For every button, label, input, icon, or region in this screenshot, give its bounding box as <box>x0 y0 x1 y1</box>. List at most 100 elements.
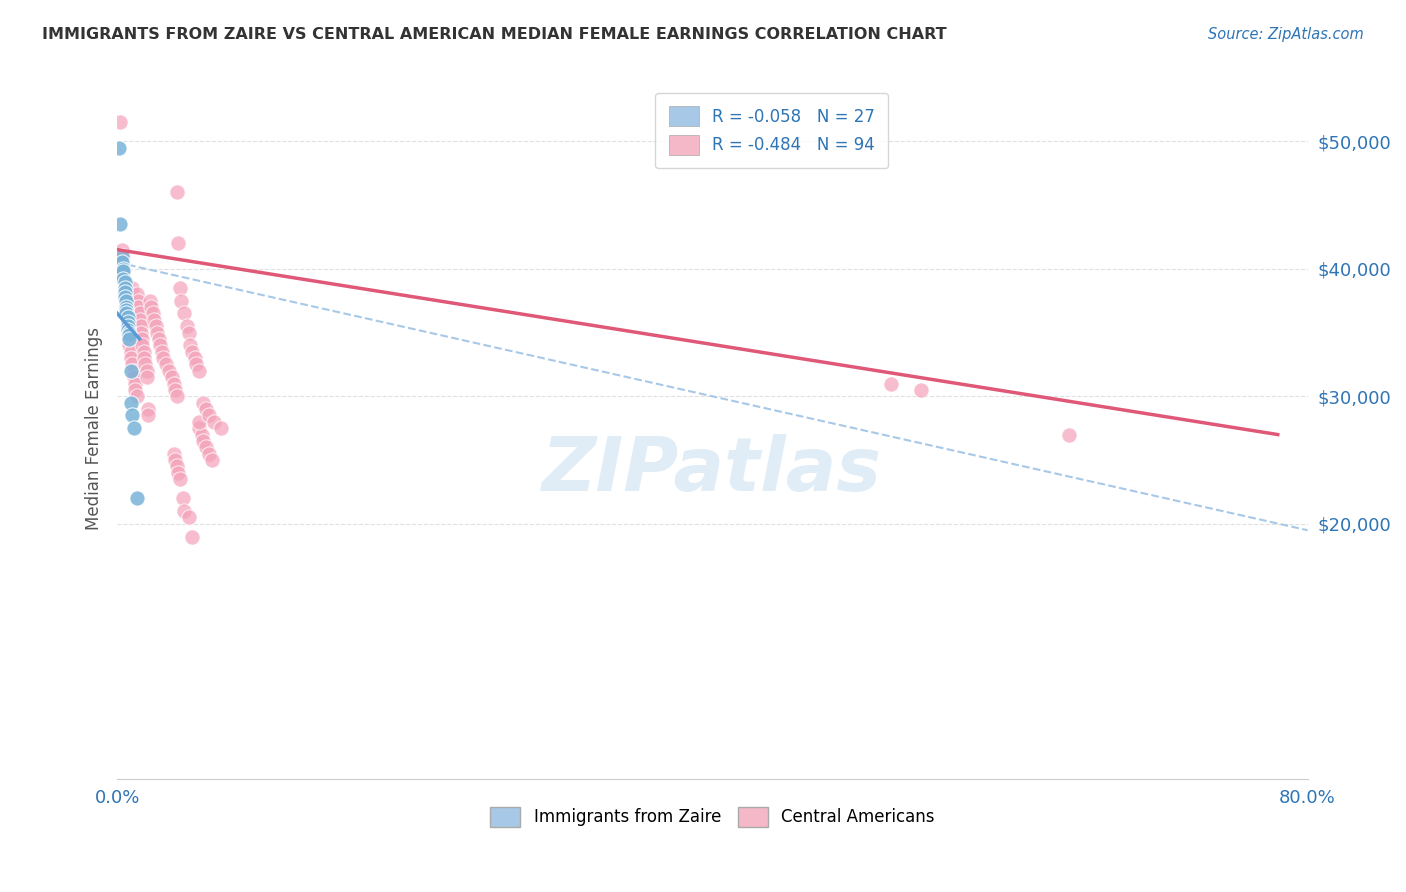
Point <box>188 364 211 378</box>
Point <box>193 395 215 409</box>
Point <box>165 383 187 397</box>
Point <box>165 453 187 467</box>
Point <box>166 186 188 200</box>
Point <box>114 285 136 299</box>
Point <box>162 370 184 384</box>
Point <box>129 326 152 340</box>
Point <box>166 389 188 403</box>
Point <box>176 319 198 334</box>
Y-axis label: Median Female Earnings: Median Female Earnings <box>86 326 103 530</box>
Point <box>198 447 221 461</box>
Point <box>180 344 202 359</box>
Point <box>155 358 177 372</box>
Point <box>134 358 156 372</box>
Point <box>146 326 169 340</box>
Point <box>120 395 142 409</box>
Point <box>202 415 225 429</box>
Point <box>115 300 138 314</box>
Point <box>145 319 167 334</box>
Point <box>880 376 903 391</box>
Point <box>129 319 152 334</box>
Point <box>107 140 129 154</box>
Point <box>136 370 159 384</box>
Legend: Immigrants from Zaire, Central Americans: Immigrants from Zaire, Central Americans <box>484 800 941 834</box>
Point <box>117 323 139 337</box>
Point <box>114 287 136 301</box>
Point <box>122 421 145 435</box>
Point <box>115 306 138 320</box>
Point <box>184 358 207 372</box>
Point <box>115 293 138 308</box>
Point <box>124 383 146 397</box>
Point <box>120 364 142 378</box>
Point <box>143 312 166 326</box>
Point <box>128 312 150 326</box>
Point <box>157 364 180 378</box>
Point <box>152 351 174 365</box>
Point <box>128 306 150 320</box>
Point <box>114 275 136 289</box>
Point <box>114 275 136 289</box>
Point <box>173 306 195 320</box>
Point <box>114 290 136 304</box>
Point <box>138 409 160 423</box>
Point <box>173 504 195 518</box>
Point <box>112 261 135 276</box>
Point <box>118 332 141 346</box>
Point <box>108 217 131 231</box>
Point <box>112 264 135 278</box>
Point <box>112 261 135 276</box>
Point <box>169 281 191 295</box>
Point <box>111 243 134 257</box>
Point <box>117 319 139 334</box>
Point <box>141 300 163 314</box>
Point <box>114 281 136 295</box>
Text: Source: ZipAtlas.com: Source: ZipAtlas.com <box>1208 27 1364 42</box>
Text: ZIPatlas: ZIPatlas <box>543 434 883 507</box>
Point <box>195 402 218 417</box>
Point <box>179 338 201 352</box>
Point <box>150 344 173 359</box>
Point <box>112 268 135 282</box>
Point <box>118 332 141 346</box>
Point <box>127 293 149 308</box>
Point <box>124 376 146 391</box>
Point <box>201 453 224 467</box>
Point <box>111 252 134 266</box>
Point <box>120 351 142 365</box>
Point <box>117 312 139 326</box>
Point <box>169 472 191 486</box>
Point <box>198 409 221 423</box>
Point <box>139 293 162 308</box>
Point <box>166 459 188 474</box>
Point <box>188 415 211 429</box>
Point <box>125 287 148 301</box>
Point <box>148 332 170 346</box>
Point <box>183 351 205 365</box>
Point <box>193 434 215 448</box>
Point <box>131 338 153 352</box>
Point <box>142 306 165 320</box>
Point <box>177 510 200 524</box>
Point <box>136 364 159 378</box>
Point <box>117 326 139 340</box>
Point <box>163 376 186 391</box>
Point <box>117 315 139 329</box>
Point <box>115 300 138 314</box>
Point <box>188 421 211 435</box>
Point <box>127 300 149 314</box>
Point <box>180 530 202 544</box>
Point <box>118 326 141 340</box>
Point <box>111 249 134 263</box>
Point <box>125 491 148 506</box>
Point <box>121 409 143 423</box>
Point <box>138 402 160 417</box>
Point <box>108 115 131 129</box>
Point <box>132 351 155 365</box>
Point <box>117 310 139 325</box>
Point <box>172 491 194 506</box>
Text: IMMIGRANTS FROM ZAIRE VS CENTRAL AMERICAN MEDIAN FEMALE EARNINGS CORRELATION CHA: IMMIGRANTS FROM ZAIRE VS CENTRAL AMERICA… <box>42 27 946 42</box>
Point <box>191 427 214 442</box>
Point <box>167 466 190 480</box>
Point <box>195 440 218 454</box>
